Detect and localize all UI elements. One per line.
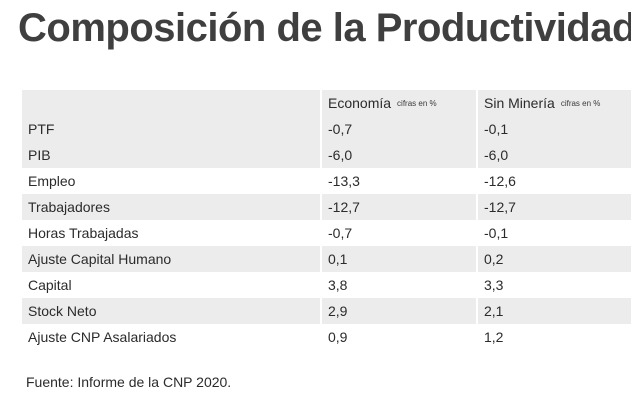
row-label: Ajuste CNP Asalariados (28, 329, 177, 345)
cell-economia: 2,9 (320, 298, 477, 324)
source-note: Fuente: Informe de la CNP 2020. (26, 374, 232, 390)
table-row: PTF -0,7 -0,1 (22, 116, 631, 142)
table-row: Trabajadores -12,7 -12,7 (22, 194, 631, 220)
cell-sin-mineria: 2,1 (476, 298, 631, 324)
row-label: Ajuste Capital Humano (28, 251, 172, 267)
row-label: Capital (28, 277, 72, 293)
cell-economia: -12,7 (320, 194, 477, 220)
row-label: Horas Trabajadas (28, 225, 139, 241)
header-cell-economia: Economía cifras en % (320, 90, 477, 116)
table-header-row: Economía cifras en % Sin Minería cifras en… (22, 90, 631, 116)
cell-economia: -6,0 (320, 142, 477, 168)
cell-sin-mineria: -0,1 (476, 116, 631, 142)
table-row: Capital 3,8 3,3 (22, 272, 631, 298)
page-title: Composición de la Productividad (18, 6, 631, 50)
header-cell-indicator (22, 90, 321, 116)
cell-sin-mineria: 0,2 (476, 246, 631, 272)
cell-sin-mineria: -6,0 (476, 142, 631, 168)
cell-sin-mineria: -12,7 (476, 194, 631, 220)
table-row: Empleo -13,3 -12,6 (22, 168, 631, 194)
header-unit: cifras en % (560, 99, 601, 108)
row-label: PIB (28, 147, 51, 163)
cell-sin-mineria: 3,3 (476, 272, 631, 298)
cell-economia: -0,7 (320, 116, 477, 142)
cell-economia: -13,3 (320, 168, 477, 194)
header-label: Sin Minería (484, 95, 555, 111)
cell-sin-mineria: -0,1 (476, 220, 631, 246)
table-row: PIB -6,0 -6,0 (22, 142, 631, 168)
header-cell-sin-mineria: Sin Minería cifras en % (476, 90, 631, 116)
row-label: Stock Neto (28, 303, 97, 319)
table-row: Stock Neto 2,9 2,1 (22, 298, 631, 324)
cell-economia: 3,8 (320, 272, 477, 298)
table-row: Ajuste CNP Asalariados 0,9 1,2 (22, 324, 631, 350)
cell-economia: 0,9 (320, 324, 477, 350)
cell-economia: 0,1 (320, 246, 477, 272)
row-label: Trabajadores (28, 199, 110, 215)
cell-sin-mineria: 1,2 (476, 324, 631, 350)
productivity-table: Economía cifras en % Sin Minería cifras en… (22, 90, 631, 350)
table-row: Ajuste Capital Humano 0,1 0,2 (22, 246, 631, 272)
header-unit: cifras en % (397, 99, 437, 108)
row-label: PTF (28, 121, 55, 137)
table-row: Horas Trabajadas -0,7 -0,1 (22, 220, 631, 246)
cell-sin-mineria: -12,6 (476, 168, 631, 194)
cell-economia: -0,7 (320, 220, 477, 246)
header-label: Economía (328, 95, 392, 111)
row-label: Empleo (28, 173, 76, 189)
